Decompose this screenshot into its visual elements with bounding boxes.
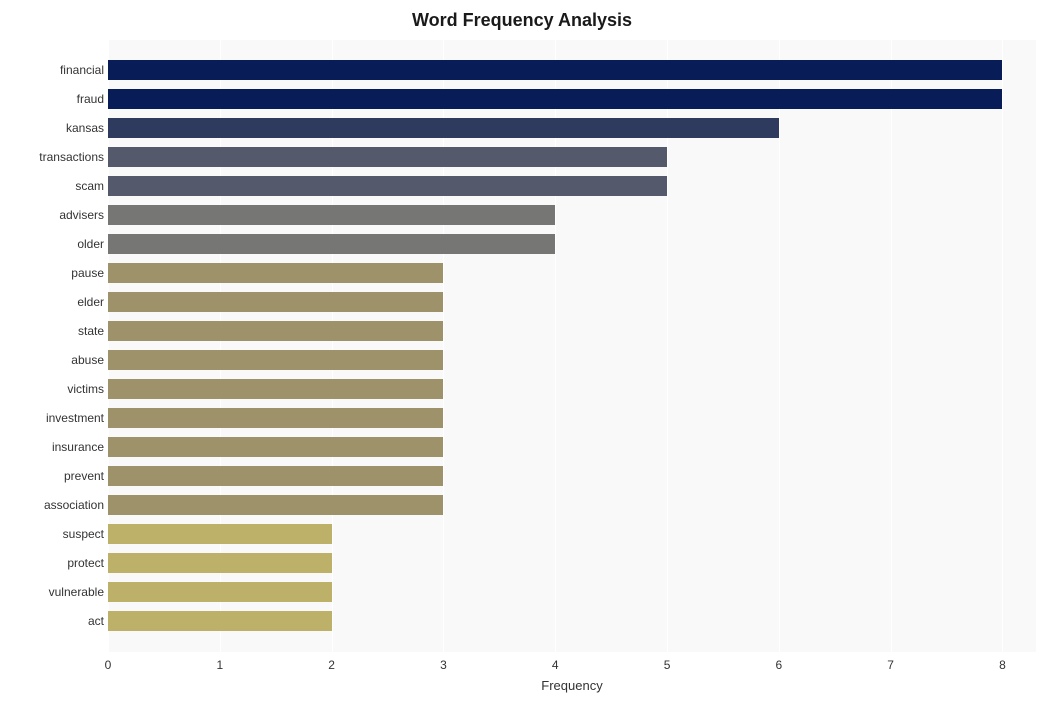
chart-title: Word Frequency Analysis xyxy=(0,10,1044,31)
bar xyxy=(108,553,332,573)
y-tick-label: vulnerable xyxy=(49,585,104,599)
y-tick-label: state xyxy=(78,324,104,338)
bar xyxy=(108,118,779,138)
bar xyxy=(108,292,443,312)
y-tick-label: association xyxy=(44,498,104,512)
x-tick-label: 7 xyxy=(887,658,894,672)
x-tick-label: 6 xyxy=(775,658,782,672)
grid-line xyxy=(779,40,780,652)
y-tick-label: scam xyxy=(75,179,104,193)
bar xyxy=(108,60,1002,80)
x-tick-label: 3 xyxy=(440,658,447,672)
y-tick-label: protect xyxy=(67,556,104,570)
x-tick-label: 1 xyxy=(216,658,223,672)
y-tick-label: elder xyxy=(77,295,104,309)
y-tick-label: insurance xyxy=(52,440,104,454)
x-axis-title: Frequency xyxy=(108,678,1036,693)
y-tick-label: transactions xyxy=(39,150,104,164)
bar xyxy=(108,205,555,225)
bar xyxy=(108,495,443,515)
bar xyxy=(108,582,332,602)
bar xyxy=(108,176,667,196)
y-tick-label: pause xyxy=(71,266,104,280)
x-tick-label: 4 xyxy=(552,658,559,672)
x-tick-label: 2 xyxy=(328,658,335,672)
plot-area xyxy=(108,40,1036,652)
bar xyxy=(108,321,443,341)
y-tick-label: victims xyxy=(67,382,104,396)
y-tick-label: suspect xyxy=(63,527,104,541)
y-tick-label: abuse xyxy=(71,353,104,367)
bar xyxy=(108,379,443,399)
y-tick-label: prevent xyxy=(64,469,104,483)
bar xyxy=(108,234,555,254)
word-frequency-chart: Word Frequency Analysis Frequency 0 1 2 3 4 5… xyxy=(0,0,1044,701)
bar xyxy=(108,466,443,486)
y-tick-label: kansas xyxy=(66,121,104,135)
grid-line xyxy=(1002,40,1003,652)
y-tick-label: older xyxy=(77,237,104,251)
y-tick-label: advisers xyxy=(59,208,104,222)
bar xyxy=(108,263,443,283)
y-tick-label: financial xyxy=(60,63,104,77)
bar xyxy=(108,437,443,457)
bar xyxy=(108,611,332,631)
bar xyxy=(108,350,443,370)
bar xyxy=(108,147,667,167)
y-tick-label: investment xyxy=(46,411,104,425)
x-tick-label: 5 xyxy=(664,658,671,672)
x-tick-label: 0 xyxy=(105,658,112,672)
bar xyxy=(108,408,443,428)
bar xyxy=(108,524,332,544)
x-tick-label: 8 xyxy=(999,658,1006,672)
grid-line xyxy=(891,40,892,652)
bar xyxy=(108,89,1002,109)
y-tick-label: fraud xyxy=(77,92,104,106)
y-tick-label: act xyxy=(88,614,104,628)
